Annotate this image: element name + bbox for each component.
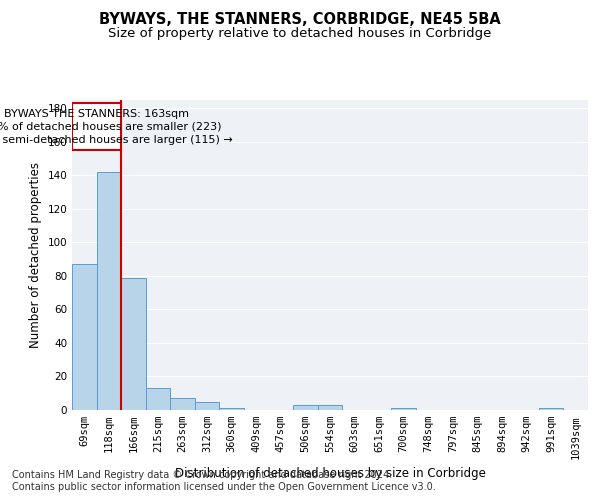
- Bar: [121, 278, 146, 410]
- Text: Contains public sector information licensed under the Open Government Licence v3: Contains public sector information licen…: [12, 482, 436, 492]
- Text: BYWAYS, THE STANNERS, CORBRIDGE, NE45 5BA: BYWAYS, THE STANNERS, CORBRIDGE, NE45 5B…: [99, 12, 501, 28]
- Bar: [391, 408, 416, 410]
- Text: BYWAYS THE STANNERS: 163sqm
← 66% of detached houses are smaller (223)
34% of se: BYWAYS THE STANNERS: 163sqm ← 66% of det…: [0, 108, 233, 145]
- Text: Size of property relative to detached houses in Corbridge: Size of property relative to detached ho…: [109, 28, 491, 40]
- X-axis label: Distribution of detached houses by size in Corbridge: Distribution of detached houses by size …: [175, 467, 485, 480]
- Bar: [318, 405, 342, 410]
- Bar: [195, 402, 220, 410]
- Bar: [220, 408, 244, 410]
- Text: Contains HM Land Registry data © Crown copyright and database right 2024.: Contains HM Land Registry data © Crown c…: [12, 470, 392, 480]
- Bar: [72, 104, 121, 150]
- Bar: [293, 405, 318, 410]
- Bar: [97, 172, 121, 410]
- Bar: [539, 408, 563, 410]
- Y-axis label: Number of detached properties: Number of detached properties: [29, 162, 42, 348]
- Bar: [146, 388, 170, 410]
- Bar: [72, 264, 97, 410]
- Bar: [170, 398, 195, 410]
